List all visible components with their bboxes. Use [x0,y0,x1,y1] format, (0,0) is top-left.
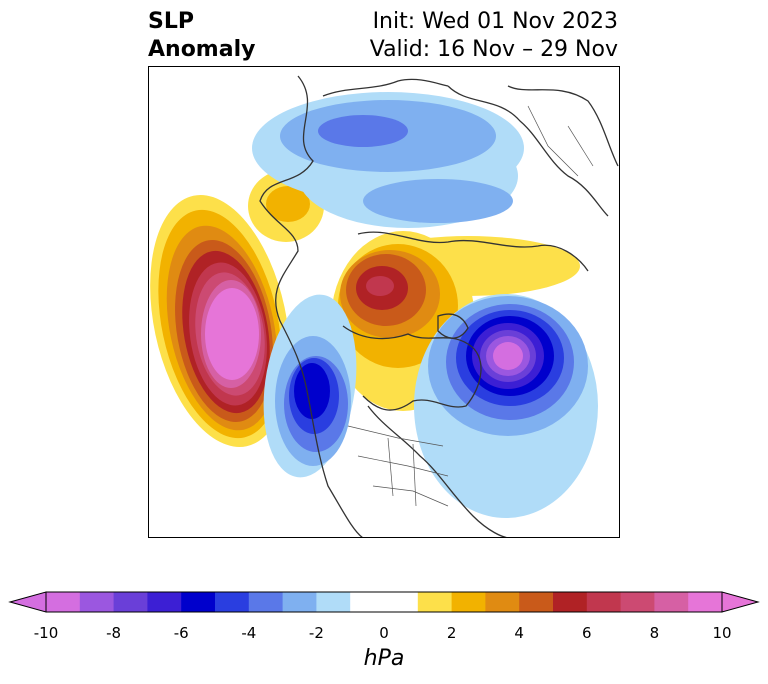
colorbar-segment [485,592,520,612]
title-right: Init: Wed 01 Nov 2023 Valid: 16 Nov – 29… [370,8,618,64]
map-frame [148,66,620,538]
colorbar-right-extension [721,591,760,613]
colorbar-segments [46,592,723,612]
colorbar-segment [688,592,723,612]
anomaly-low-north-atlantic [414,294,598,518]
init-date: Init: Wed 01 Nov 2023 [372,9,618,34]
political-borders [347,105,594,507]
colorbar-left-extension [8,591,47,613]
slp-anomaly-map [148,66,620,538]
colorbar-segment [451,592,486,612]
colorbar-outline [45,591,723,613]
colorbar-tick-label: 8 [649,624,660,642]
colorbar-segment [654,592,689,612]
colorbar-segment [282,592,317,612]
colorbar-segment [316,592,351,612]
colorbar-segment [248,592,284,612]
colorbar-tick-label: 4 [514,624,524,642]
colorbar-tick-label: 6 [582,624,592,642]
colorbar [8,591,760,613]
colorbar-tick-label: -4 [241,624,257,642]
anomaly-low-western-canada [263,294,357,478]
colorbar-tick-label: 2 [446,624,457,642]
colorbar-segment [46,592,81,612]
colorbar-segment [113,592,148,612]
colorbar-tick-label: 10 [712,624,732,642]
colorbar-tick-label: 0 [379,624,389,642]
colorbar-segment [350,592,385,612]
colorbar-segment [384,592,419,612]
colorbar-tick-label: -6 [173,624,189,642]
colorbar-segment [215,592,250,612]
colorbar-segment [79,592,115,612]
colorbar-tick-label: -8 [106,624,122,642]
colorbar-segment [586,592,622,612]
anomaly-high-north-pacific [150,195,290,447]
colorbar-segment [181,592,216,612]
title-left: SLP Anomaly [148,8,255,64]
colorbar-tick-label: -10 [33,624,59,642]
colorbar-segment [417,592,453,612]
colorbar-segment [553,592,588,612]
coastlines [259,75,619,538]
title-type: Anomaly [148,37,256,62]
valid-range: Valid: 16 Nov – 29 Nov [369,37,618,62]
colorbar-segment [147,592,182,612]
colorbar-unit-label: hPa [363,646,405,671]
anomaly-low-eurasia [252,92,524,228]
colorbar-segment [620,592,655,612]
colorbar-segment [519,592,554,612]
title-variable: SLP [148,9,194,34]
colorbar-tick-label: -2 [308,624,324,642]
